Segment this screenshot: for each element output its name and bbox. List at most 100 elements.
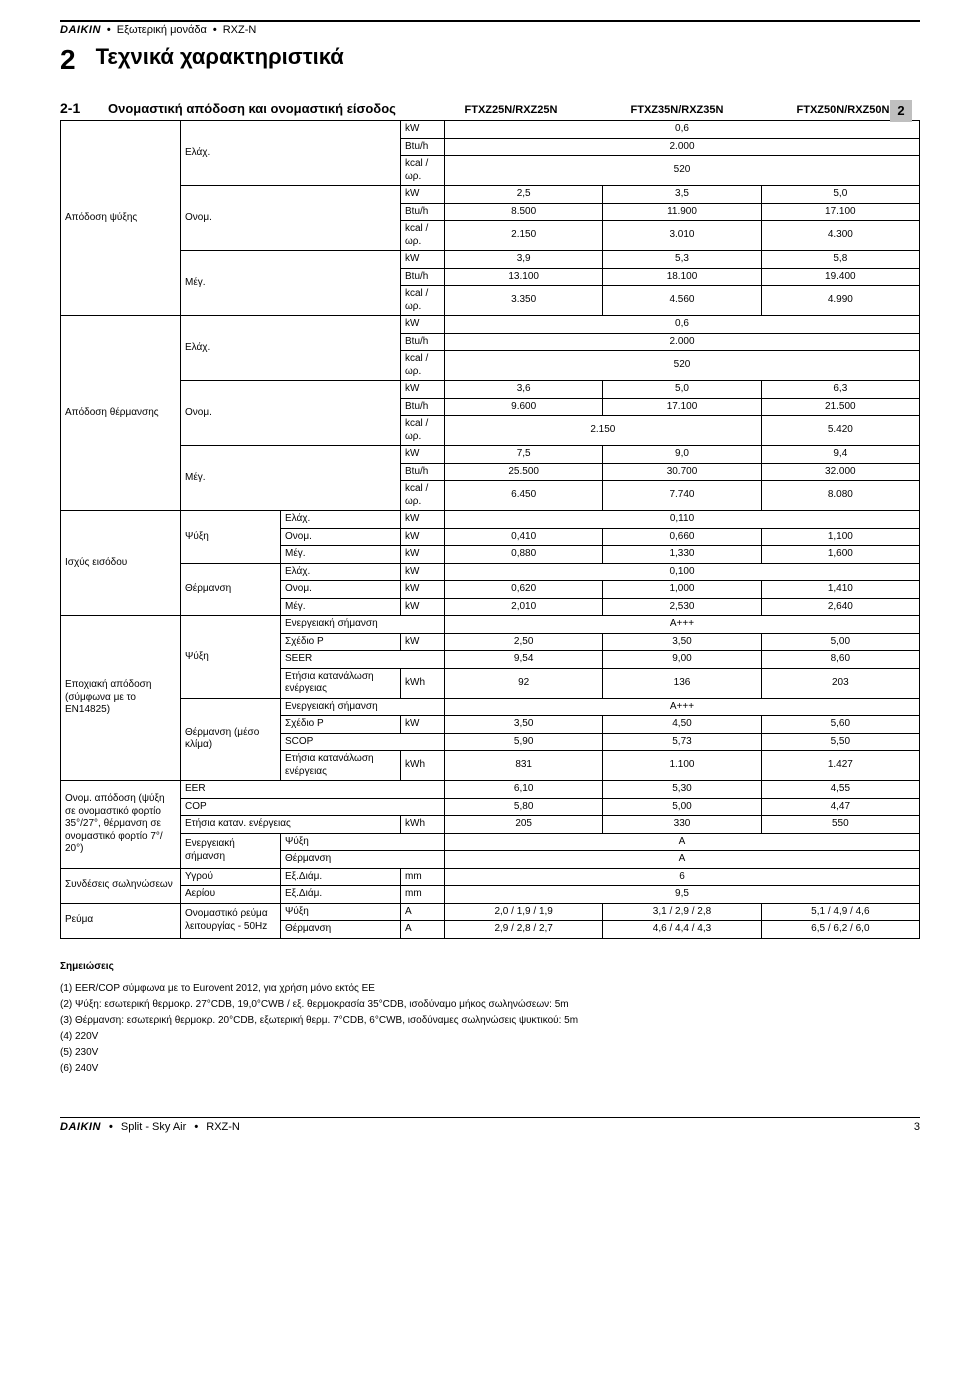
value: 6 — [445, 868, 920, 886]
value: 6,3 — [761, 381, 919, 399]
value: 4,50 — [603, 716, 761, 734]
unit: Btu/h — [401, 333, 445, 351]
separator: • — [104, 1121, 118, 1133]
unit: mm — [401, 886, 445, 904]
unit: kcal / ωρ. — [401, 156, 445, 186]
cell: Υγρού — [181, 868, 281, 886]
unit: kcal / ωρ. — [401, 221, 445, 251]
cell: Θέρμανση (μέσο κλίμα) — [181, 698, 281, 781]
cell: Ενεργειακή σήμανση — [281, 616, 445, 634]
value: 13.100 — [445, 268, 603, 286]
value: 3,1 / 2,9 / 2,8 — [603, 903, 761, 921]
value: 32.000 — [761, 463, 919, 481]
row-label: Συνδέσεις σωληνώσεων — [61, 868, 181, 903]
spec-table: Απόδοση ψύξης Ελάχ. kW 0,6 Btu/h 2.000 k… — [60, 120, 920, 939]
unit: Btu/h — [401, 138, 445, 156]
value: 0,620 — [445, 581, 603, 599]
cell: Ελάχ. — [181, 316, 401, 381]
column-header: FTXZ35N/RXZ35N — [600, 104, 754, 116]
note-item: (2) Ψύξη: εσωτερική θερμοκρ. 27°CDB, 19,… — [60, 997, 920, 1013]
cell: Αερίου — [181, 886, 281, 904]
value: 3,6 — [445, 381, 603, 399]
unit: Btu/h — [401, 398, 445, 416]
value: 17.100 — [603, 398, 761, 416]
separator: • — [213, 24, 217, 36]
unit: kW — [401, 121, 445, 139]
row-label: Απόδοση θέρμανσης — [61, 316, 181, 511]
value: 0,110 — [445, 511, 920, 529]
unit: kW — [401, 563, 445, 581]
value: 2,0 / 1,9 / 1,9 — [445, 903, 603, 921]
footer-text: Split - Sky Air — [121, 1121, 186, 1133]
value: 0,410 — [445, 528, 603, 546]
cell: Ετήσια κατανάλωση ενέργειας — [281, 668, 401, 698]
unit: kW — [401, 316, 445, 334]
value: 7,5 — [445, 446, 603, 464]
unit: kcal / ωρ. — [401, 351, 445, 381]
cell: Ενεργειακή σήμανση — [181, 833, 281, 868]
value: 5,8 — [761, 251, 919, 269]
cell: COP — [181, 798, 445, 816]
separator: • — [107, 24, 111, 36]
value: 831 — [445, 751, 603, 781]
unit: kW — [401, 598, 445, 616]
unit: Btu/h — [401, 203, 445, 221]
unit: A — [401, 921, 445, 939]
value: 4.560 — [603, 286, 761, 316]
value: 2.150 — [445, 221, 603, 251]
unit: kW — [401, 186, 445, 204]
cell: Ψύξη — [181, 616, 281, 699]
cell: Μέγ. — [181, 251, 401, 316]
unit-type: Εξωτερική μονάδα — [117, 24, 207, 36]
section-number: 2-1 — [60, 100, 96, 116]
value: 4.990 — [761, 286, 919, 316]
value: 0,6 — [445, 316, 920, 334]
unit: Btu/h — [401, 463, 445, 481]
cell: EER — [181, 781, 445, 799]
value: 6.450 — [445, 481, 603, 511]
page: DAIKIN • Εξωτερική μονάδα • RXZ-N 2 Τεχν… — [60, 20, 920, 1133]
brand: DAIKIN — [60, 1121, 101, 1133]
cell: Ονομ. — [281, 581, 401, 599]
unit: kW — [401, 446, 445, 464]
value: 2,9 / 2,8 / 2,7 — [445, 921, 603, 939]
chapter-heading: 2 Τεχνικά χαρακτηριστικά — [60, 44, 920, 76]
cell: Ψύξη — [181, 511, 281, 564]
page-number: 3 — [914, 1121, 920, 1133]
unit: kcal / ωρ. — [401, 481, 445, 511]
row-label: Εποχιακή απόδοση (σύμφωνα με το EN14825) — [61, 616, 181, 781]
cell: Εξ.Διάμ. — [281, 868, 401, 886]
cell: Θέρμανση — [181, 563, 281, 616]
value: 9,0 — [603, 446, 761, 464]
cell: Σχέδιο Ρ — [281, 716, 401, 734]
value: 8.080 — [761, 481, 919, 511]
cell: Ετήσια κατανάλωση ενέργειας — [281, 751, 401, 781]
row-label: Απόδοση ψύξης — [61, 121, 181, 316]
cell: Μέγ. — [281, 546, 401, 564]
unit: kW — [401, 251, 445, 269]
section-header: 2-1 Ονομαστική απόδοση και ονομαστική εί… — [60, 100, 920, 116]
value: 4,55 — [761, 781, 919, 799]
section-title: Ονομαστική απόδοση και ονομαστική είσοδο… — [108, 101, 422, 116]
model: RXZ-N — [223, 24, 257, 36]
value: 0,100 — [445, 563, 920, 581]
unit: A — [401, 903, 445, 921]
cell: Ονομ. — [181, 186, 401, 251]
value: 9,5 — [445, 886, 920, 904]
unit: kW — [401, 633, 445, 651]
chapter-title: Τεχνικά χαρακτηριστικά — [96, 44, 344, 70]
row-label: Ρεύμα — [61, 903, 181, 938]
unit: kWh — [401, 816, 445, 834]
unit: kW — [401, 511, 445, 529]
value: 2.000 — [445, 333, 920, 351]
value: 2,640 — [761, 598, 919, 616]
value: 1,600 — [761, 546, 919, 564]
unit: kW — [401, 528, 445, 546]
value: 8.500 — [445, 203, 603, 221]
value: 2.000 — [445, 138, 920, 156]
notes-block: Σημειώσεις (1) EER/COP σύμφωνα με το Eur… — [60, 959, 920, 1077]
unit: kW — [401, 581, 445, 599]
value: 520 — [445, 156, 920, 186]
value: 92 — [445, 668, 603, 698]
cell: Ονομαστικό ρεύμα λειτουργίας - 50Hz — [181, 903, 281, 938]
